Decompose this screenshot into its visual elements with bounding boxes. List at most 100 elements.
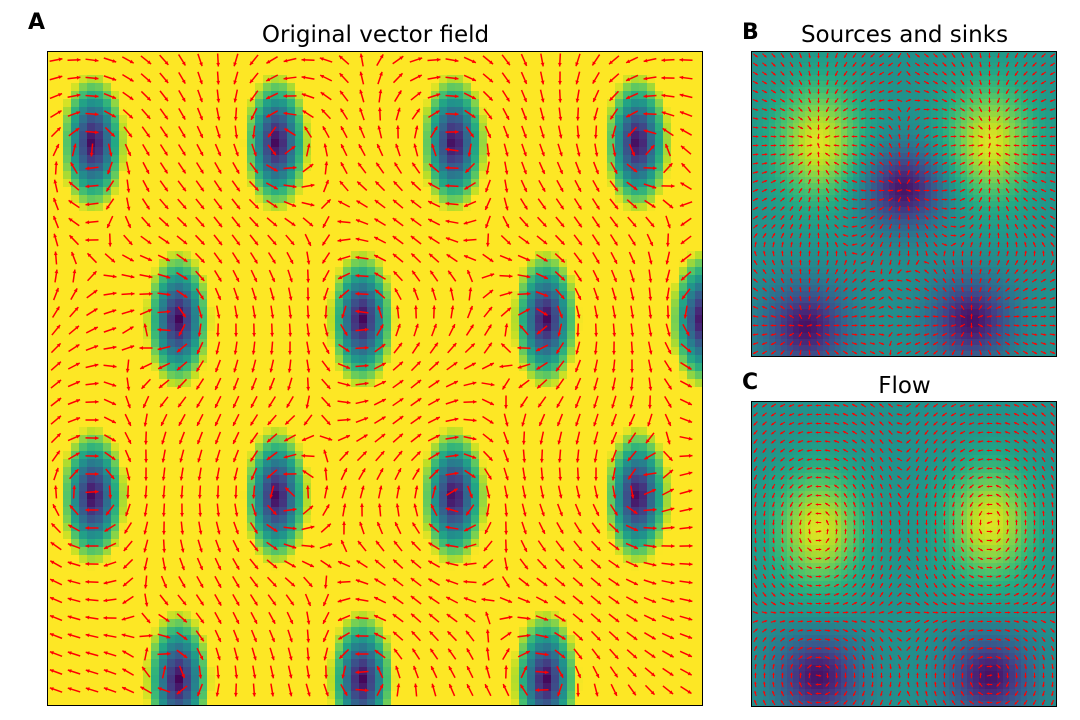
quiver-arrowhead [504,323,509,328]
quiver-arrowhead [648,386,653,391]
quiver-arrowhead [1006,250,1009,254]
quiver-arrowhead [1050,215,1053,219]
quiver-arrowhead [337,580,342,585]
quiver-arrowhead [597,582,601,587]
quiver-arrowhead [94,454,99,458]
quiver-arrowhead [772,63,776,67]
quiver-arrowhead [688,544,693,548]
quiver-arrowhead [962,180,965,183]
quiver-arrowhead [845,333,849,336]
quiver-arrowhead [559,170,563,174]
quiver-arrowhead [979,334,982,337]
quiver-arrowhead [326,420,331,425]
quiver-arrowhead [140,365,145,370]
quiver-arrowhead [289,638,293,643]
quiver-arrowhead [200,276,205,281]
quiver-arrowhead [817,64,820,68]
quiver-arrowhead [844,250,847,254]
quiver-arrowhead [374,254,379,259]
quiver-arrowhead [979,55,982,59]
quiver-arrowhead [324,674,328,679]
quiver-arrowhead [252,656,257,661]
quiver-arrowhead [970,295,973,299]
quiver-arrowhead [961,250,964,254]
quiver-arrowhead [1007,333,1011,336]
quiver-arrowhead [1043,288,1047,291]
quiver-arrowhead [771,342,774,345]
quiver-arrowhead [199,169,204,174]
quiver-arrowhead [68,524,73,529]
quiver-arrowhead [764,117,768,120]
quiver-arrowhead [182,601,187,606]
quiver-arrowhead [445,525,450,530]
quiver-arrowhead [790,82,794,85]
quiver-arrowhead [355,670,360,675]
quiver-arrowhead [905,306,909,309]
quiver-arrowhead [484,684,489,689]
quiver-arrowhead [251,350,256,355]
quiver-arrowhead [489,60,494,65]
quiver-arrowhead [1041,403,1044,407]
quiver-arrowhead [995,144,999,147]
quiver-arrowhead [374,200,379,204]
quiver-arrowhead [72,485,77,490]
quiver-arrowhead [970,206,974,210]
quiver-arrowhead [755,81,758,84]
quiver-arrowhead [669,635,674,639]
quiver-arrowhead [182,204,187,209]
quiver-arrowhead [1049,153,1053,156]
quiver-arrowhead [215,458,219,463]
quiver-arrowhead [340,162,345,167]
quiver-arrowhead [489,78,493,83]
quiver-arrowhead [790,197,794,200]
quiver-arrowhead [112,291,117,296]
quiver-arrowhead [594,494,599,499]
quiver-arrowhead [878,99,882,102]
quiver-arrowhead [926,161,929,165]
quiver-arrowhead [217,295,221,300]
quiver-arrowhead [612,296,617,301]
quiver-arrowhead [631,259,635,264]
quiver-arrowhead [670,184,675,188]
quiver-arrowhead [854,342,858,345]
quiver-arrowhead [896,297,900,300]
quiver-arrowhead [790,286,793,290]
quiver-arrowhead [888,81,891,84]
quiver-arrowhead [67,561,72,565]
quiver-arrowhead [933,287,936,291]
quiver-arrowhead [817,73,820,77]
quiver-arrowhead [380,451,385,456]
quiver-arrowhead [485,647,490,652]
quiver-arrowhead [817,196,820,200]
quiver-arrowhead [164,222,169,227]
quiver-arrowhead [85,238,90,242]
quiver-arrowhead [431,143,435,148]
quiver-arrowhead [148,274,153,279]
quiver-arrowhead [980,135,984,138]
quiver-arrowhead [879,54,882,58]
quiver-arrowhead [1014,73,1018,76]
quiver-arrowhead [879,171,882,174]
quiver-arrowhead [1034,315,1038,318]
quiver-arrowhead [665,278,670,283]
quiver-arrowhead [953,225,957,228]
quiver-arrowhead [998,296,1001,300]
quiver-arrowhead [612,350,616,355]
quiver-arrowhead [844,64,847,67]
quiver-arrowhead [633,599,638,604]
quiver-arrowhead [1043,315,1047,318]
quiver-arrowhead [363,434,368,439]
quiver-arrowhead [326,402,331,407]
quiver-arrowhead [942,296,945,300]
quiver-arrowhead [643,94,648,99]
quiver-arrowhead [808,250,811,254]
quiver-arrowhead [93,326,98,331]
quiver-arrowhead [915,279,918,282]
quiver-arrowhead [445,507,450,512]
quiver-arrowhead [827,333,831,336]
quiver-arrowhead [490,273,495,277]
quiver-arrowhead [560,276,565,281]
quiver-arrowhead [808,334,811,338]
quiver-arrowhead [593,422,597,427]
quiver-arrowhead [576,494,581,499]
